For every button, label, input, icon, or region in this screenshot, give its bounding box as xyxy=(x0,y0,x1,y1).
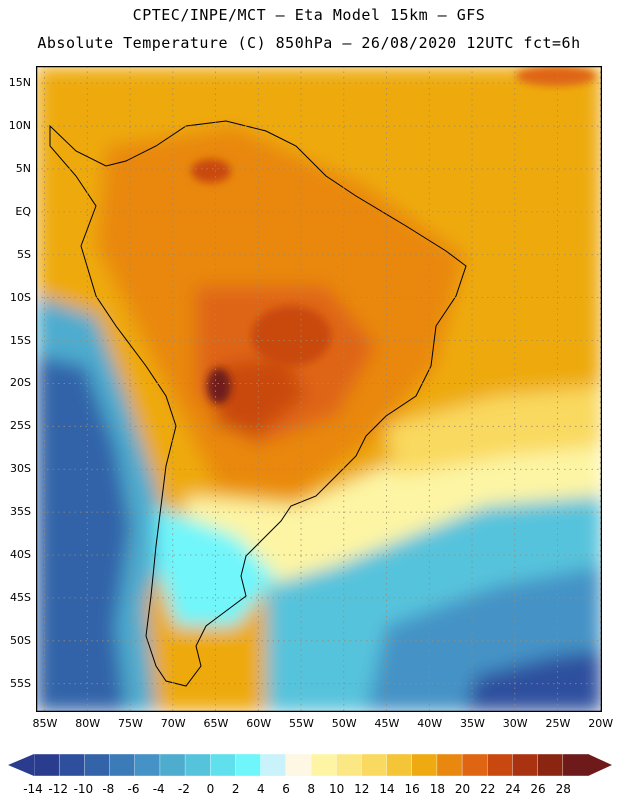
colorbar-tick-label: -14 xyxy=(23,782,43,796)
longitude-tick-label: 25W xyxy=(545,717,571,730)
colorbar-swatch xyxy=(159,753,186,777)
latitude-tick-label: EQ xyxy=(15,204,31,218)
latitude-tick-label: 45S xyxy=(10,590,31,604)
latitude-tick-label: 15N xyxy=(8,76,31,90)
colorbar-tick-label: 12 xyxy=(354,782,370,796)
colorbar-tick-label: -6 xyxy=(127,782,140,796)
latitude-tick-label: 30S xyxy=(10,462,31,476)
colorbar-swatch xyxy=(386,753,413,777)
latitude-tick-label: 35S xyxy=(10,505,31,519)
colorbar-swatch xyxy=(235,753,262,777)
colorbar-right-arrow xyxy=(588,754,612,776)
map-panel xyxy=(36,66,602,712)
colorbar-swatch xyxy=(210,753,237,777)
colorbar-tick-label: 22 xyxy=(480,782,496,796)
colorbar-tick-label: 2 xyxy=(231,782,240,796)
colorbar-swatch xyxy=(184,753,211,777)
longitude-tick-label: 85W xyxy=(32,717,58,730)
longitude-tick-label: 80W xyxy=(75,717,101,730)
latitude-tick-label: 10S xyxy=(10,290,31,304)
colorbar-swatch xyxy=(461,753,488,777)
colorbar-tick-label: 14 xyxy=(379,782,395,796)
colorbar-tick-label: -12 xyxy=(48,782,68,796)
longitude-tick-label: 45W xyxy=(374,717,400,730)
temperature-map xyxy=(36,66,602,712)
colorbar xyxy=(8,753,612,777)
colorbar-tick-label: -10 xyxy=(73,782,94,796)
colorbar-tick-label: 10 xyxy=(328,782,345,796)
colorbar-tick-label: 24 xyxy=(505,782,521,796)
colorbar-tick-label: 28 xyxy=(555,782,571,796)
latitude-tick-label: 15S xyxy=(10,333,31,347)
coastline xyxy=(49,120,467,687)
longitude-tick-label: 30W xyxy=(502,717,528,730)
longitude-tick-label: 75W xyxy=(118,717,143,730)
colorbar-swatch xyxy=(310,753,337,777)
longitude-tick-label: 65W xyxy=(203,717,229,730)
latitude-tick-label: 5S xyxy=(17,247,31,261)
longitude-tick-label: 40W xyxy=(417,717,443,730)
colorbar-swatch xyxy=(260,753,287,777)
colorbar-swatch xyxy=(335,753,363,777)
colorbar-swatch xyxy=(109,753,136,777)
latitude-tick-label: 50S xyxy=(10,633,31,647)
colorbar-tick-label: 18 xyxy=(429,782,445,796)
colorbar-tick-label: 20 xyxy=(454,782,471,796)
colorbar-left-arrow xyxy=(8,754,34,776)
longitude-tick-label: 35W xyxy=(460,717,485,730)
title-line-2: Absolute Temperature (C) 850hPa – 26/08/… xyxy=(37,34,581,52)
longitude-tick-label: 55W xyxy=(289,717,314,730)
colorbar-tick-label: 4 xyxy=(257,782,265,796)
colorbar-swatch xyxy=(512,753,539,777)
colorbar-tick-label: 16 xyxy=(404,782,420,796)
latitude-tick-label: 25S xyxy=(10,419,31,433)
colorbar-tick-label: 0 xyxy=(206,782,215,796)
colorbar-tick-label: 6 xyxy=(282,782,290,796)
colorbar-tick-label: -2 xyxy=(177,782,190,796)
latitude-tick-label: 20S xyxy=(10,376,31,390)
colorbar-swatch xyxy=(134,753,161,777)
latitude-tick-label: 10N xyxy=(8,119,31,133)
colorbar-swatch xyxy=(537,753,564,777)
colorbar-swatch xyxy=(436,753,463,777)
latitude-tick-label: 40S xyxy=(10,548,31,561)
longitude-tick-label: 20W xyxy=(588,717,614,730)
colorbar-swatch xyxy=(487,753,514,777)
longitude-tick-label: 60W xyxy=(246,717,272,730)
latitude-tick-label: 5N xyxy=(15,161,31,175)
latitude-tick-label: 55S xyxy=(10,676,31,690)
colorbar-tick-label: -4 xyxy=(152,782,165,796)
longitude-tick-label: 50W xyxy=(331,717,357,730)
title-line-1: CPTEC/INPE/MCT – Eta Model 15km – GFS xyxy=(132,6,486,24)
colorbar-swatch xyxy=(58,753,86,777)
colorbar-tick-label: 8 xyxy=(307,782,316,796)
colorbar-swatch xyxy=(84,753,111,777)
colorbar-swatch xyxy=(361,753,388,777)
longitude-tick-label: 70W xyxy=(160,717,186,730)
colorbar-swatch xyxy=(285,753,312,777)
colorbar-swatch xyxy=(411,753,438,777)
colorbar-swatch xyxy=(33,753,60,777)
colorbar-swatch xyxy=(562,753,589,777)
colorbar-tick-label: 26 xyxy=(530,782,546,796)
colorbar-tick-label: -8 xyxy=(102,782,115,796)
graticule xyxy=(36,66,602,712)
